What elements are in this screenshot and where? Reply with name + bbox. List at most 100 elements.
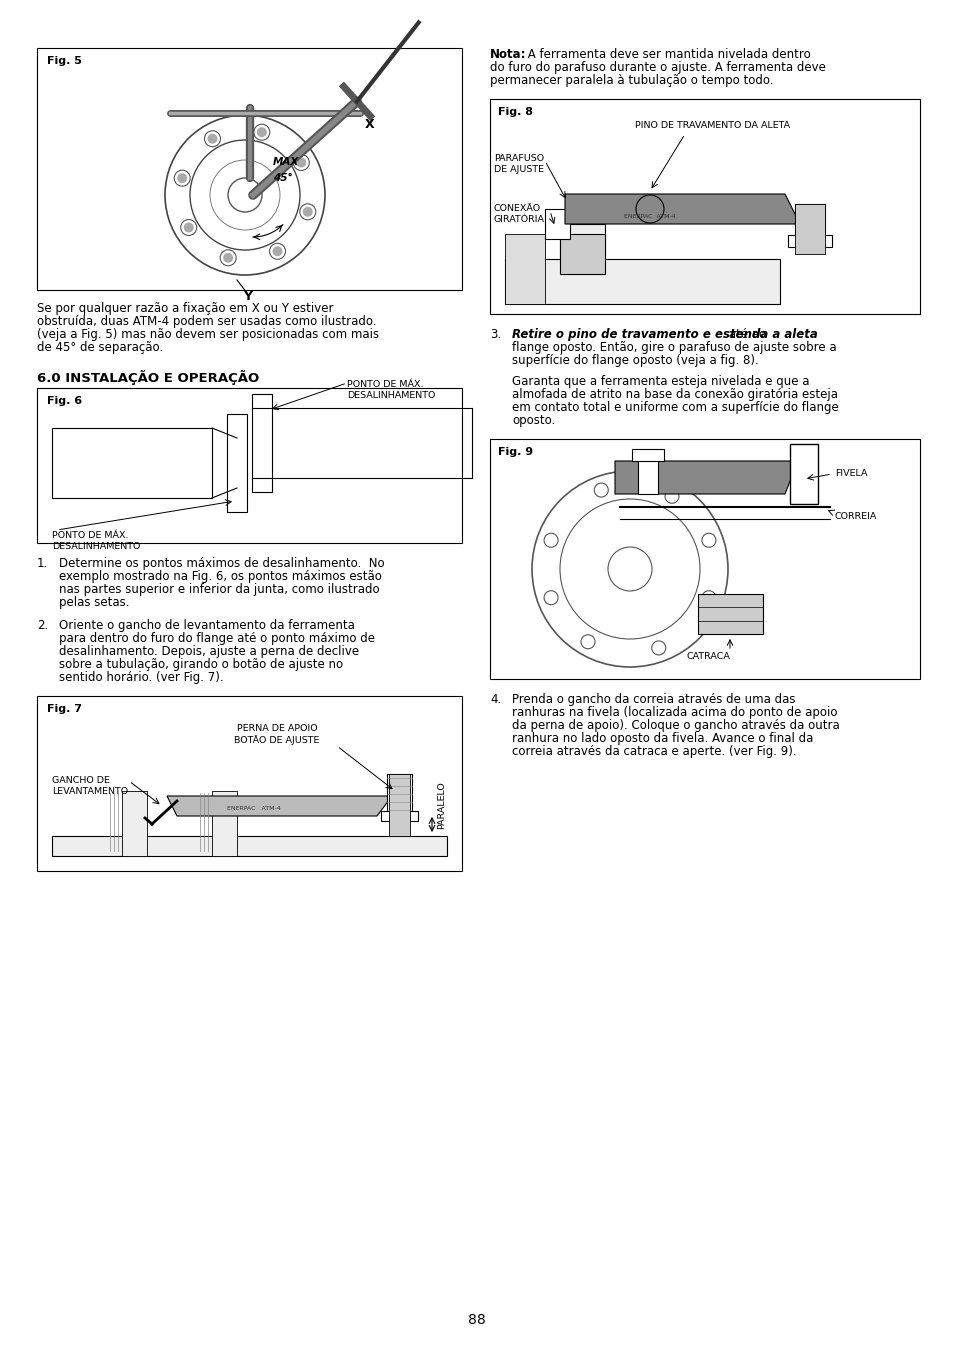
Bar: [794, 204, 824, 239]
Bar: [504, 234, 544, 304]
Text: PINO DE TRAVAMENTO DA ALETA: PINO DE TRAVAMENTO DA ALETA: [635, 122, 789, 130]
Polygon shape: [564, 194, 800, 224]
Text: Determine os pontos máximos de desalinhamento.  No: Determine os pontos máximos de desalinha…: [59, 558, 384, 570]
Text: Fig. 8: Fig. 8: [497, 107, 533, 117]
Text: PARALELO: PARALELO: [436, 782, 446, 829]
Text: almofada de atrito na base da conexão giratória esteja: almofada de atrito na base da conexão gi…: [512, 387, 837, 401]
Bar: [37, 387, 461, 543]
Text: GIRATÓRIA: GIRATÓRIA: [494, 215, 544, 224]
Bar: [52, 836, 447, 856]
Text: CORREIA: CORREIA: [834, 512, 877, 521]
Text: 6.0 INSTALAÇÃO E OPERAÇÃO: 6.0 INSTALAÇÃO E OPERAÇÃO: [37, 370, 259, 385]
Text: obstruída, duas ATM-4 podem ser usadas como ilustrado.: obstruída, duas ATM-4 podem ser usadas c…: [37, 315, 376, 328]
Bar: [389, 774, 410, 836]
Circle shape: [273, 246, 282, 256]
Circle shape: [256, 127, 267, 138]
Text: Se por qualquer razão a fixação em X ou Y estiver: Se por qualquer razão a fixação em X ou …: [37, 302, 334, 315]
Text: 2.: 2.: [37, 620, 49, 632]
Text: ranhura no lado oposto da fivela. Avance o final da: ranhura no lado oposto da fivela. Avance…: [512, 732, 813, 745]
Text: Prenda o gancho da correia através de uma das: Prenda o gancho da correia através de um…: [512, 693, 795, 706]
Bar: [37, 49, 461, 290]
Bar: [122, 791, 147, 856]
Circle shape: [302, 207, 313, 217]
Text: MAX: MAX: [273, 157, 299, 167]
Text: 3.: 3.: [490, 328, 500, 342]
Circle shape: [177, 173, 187, 184]
Bar: [504, 259, 780, 304]
Bar: [387, 774, 412, 818]
Text: PONTO DE MÁX.: PONTO DE MÁX.: [52, 531, 129, 540]
Text: Fig. 9: Fig. 9: [497, 447, 533, 458]
Text: até ao: até ao: [724, 328, 765, 342]
Text: (veja a Fig. 5) mas não devem ser posicionadas com mais: (veja a Fig. 5) mas não devem ser posici…: [37, 328, 378, 342]
Circle shape: [208, 134, 217, 143]
Text: DESALINHAMENTO: DESALINHAMENTO: [347, 392, 435, 400]
Circle shape: [223, 252, 233, 263]
Text: PERNA DE APOIO: PERNA DE APOIO: [236, 724, 317, 733]
Bar: [559, 224, 604, 265]
Text: nas partes superior e inferior da junta, como ilustrado: nas partes superior e inferior da junta,…: [59, 583, 379, 595]
Text: GANCHO DE: GANCHO DE: [52, 776, 110, 784]
Text: CATRACA: CATRACA: [685, 652, 729, 662]
Bar: [789, 444, 817, 504]
Bar: [638, 459, 658, 494]
Text: pelas setas.: pelas setas.: [59, 595, 130, 609]
Text: do furo do parafuso durante o ajuste. A ferramenta deve: do furo do parafuso durante o ajuste. A …: [490, 61, 825, 74]
Text: Oriente o gancho de levantamento da ferramenta: Oriente o gancho de levantamento da ferr…: [59, 620, 355, 632]
Text: sentido horário. (ver Fig. 7).: sentido horário. (ver Fig. 7).: [59, 671, 223, 684]
Circle shape: [296, 158, 306, 167]
Bar: [252, 394, 272, 491]
Text: LEVANTAMENTO: LEVANTAMENTO: [52, 787, 128, 796]
Text: Retire o pino de travamento e estenda a aleta: Retire o pino de travamento e estenda a …: [512, 328, 817, 342]
Text: Fig. 5: Fig. 5: [47, 55, 82, 66]
Text: para dentro do furo do flange até o ponto máximo de: para dentro do furo do flange até o pont…: [59, 632, 375, 645]
Text: de 45° de separação.: de 45° de separação.: [37, 342, 163, 354]
Bar: [37, 697, 461, 871]
Text: ranhuras na fivela (localizada acima do ponto de apoio: ranhuras na fivela (localizada acima do …: [512, 706, 837, 720]
Text: Fig. 7: Fig. 7: [47, 703, 82, 714]
Text: Garanta que a ferramenta esteja nivelada e que a: Garanta que a ferramenta esteja nivelada…: [512, 375, 809, 387]
Text: oposto.: oposto.: [512, 414, 555, 427]
Bar: [787, 235, 831, 247]
Text: flange oposto. Então, gire o parafuso de ajuste sobre a: flange oposto. Então, gire o parafuso de…: [512, 342, 836, 354]
Bar: [490, 439, 919, 679]
Text: Y: Y: [243, 290, 253, 302]
Text: FIVELA: FIVELA: [834, 468, 866, 478]
Text: DESALINHAMENTO: DESALINHAMENTO: [52, 541, 140, 551]
Polygon shape: [167, 796, 392, 815]
Text: sobre a tubulação, girando o botão de ajuste no: sobre a tubulação, girando o botão de aj…: [59, 657, 343, 671]
Bar: [631, 450, 663, 460]
Text: superfície do flange oposto (veja a fig. 8).: superfície do flange oposto (veja a fig.…: [512, 354, 758, 367]
Text: 88: 88: [468, 1314, 485, 1327]
Bar: [52, 428, 212, 498]
Text: PARAFUSO: PARAFUSO: [494, 154, 543, 163]
Text: correia através da catraca e aperte. (ver Fig. 9).: correia através da catraca e aperte. (ve…: [512, 745, 796, 757]
Bar: [227, 414, 247, 512]
Polygon shape: [615, 460, 797, 494]
Text: BOTÃO DE AJUSTE: BOTÃO DE AJUSTE: [234, 734, 319, 745]
Bar: [559, 234, 604, 274]
Bar: [794, 204, 824, 254]
Text: Nota:: Nota:: [490, 49, 526, 61]
Text: permanecer paralela à tubulação o tempo todo.: permanecer paralela à tubulação o tempo …: [490, 74, 773, 86]
Text: Fig. 6: Fig. 6: [47, 396, 82, 406]
Text: X: X: [365, 117, 375, 131]
Bar: [544, 209, 569, 239]
Text: DE AJUSTE: DE AJUSTE: [494, 165, 543, 174]
Bar: [698, 594, 762, 634]
Text: ENERPAC  ATM-4: ENERPAC ATM-4: [623, 215, 675, 219]
Text: CONEXÃO: CONEXÃO: [494, 204, 540, 213]
Bar: [490, 99, 919, 315]
Text: PONTO DE MÁX.: PONTO DE MÁX.: [347, 379, 423, 389]
Text: ENERPAC   ATM-4: ENERPAC ATM-4: [227, 806, 280, 811]
Text: desalinhamento. Depois, ajuste a perna de declive: desalinhamento. Depois, ajuste a perna d…: [59, 645, 358, 657]
Bar: [380, 811, 417, 821]
Text: 1.: 1.: [37, 558, 49, 570]
Circle shape: [184, 223, 193, 232]
Text: em contato total e uniforme com a superfície do flange: em contato total e uniforme com a superf…: [512, 401, 838, 414]
Text: A ferramenta deve ser mantida nivelada dentro: A ferramenta deve ser mantida nivelada d…: [523, 49, 810, 61]
Bar: [212, 791, 236, 856]
Text: da perna de apoio). Coloque o gancho através da outra: da perna de apoio). Coloque o gancho atr…: [512, 720, 839, 732]
Text: 45°: 45°: [273, 173, 293, 184]
Text: 4.: 4.: [490, 693, 500, 706]
